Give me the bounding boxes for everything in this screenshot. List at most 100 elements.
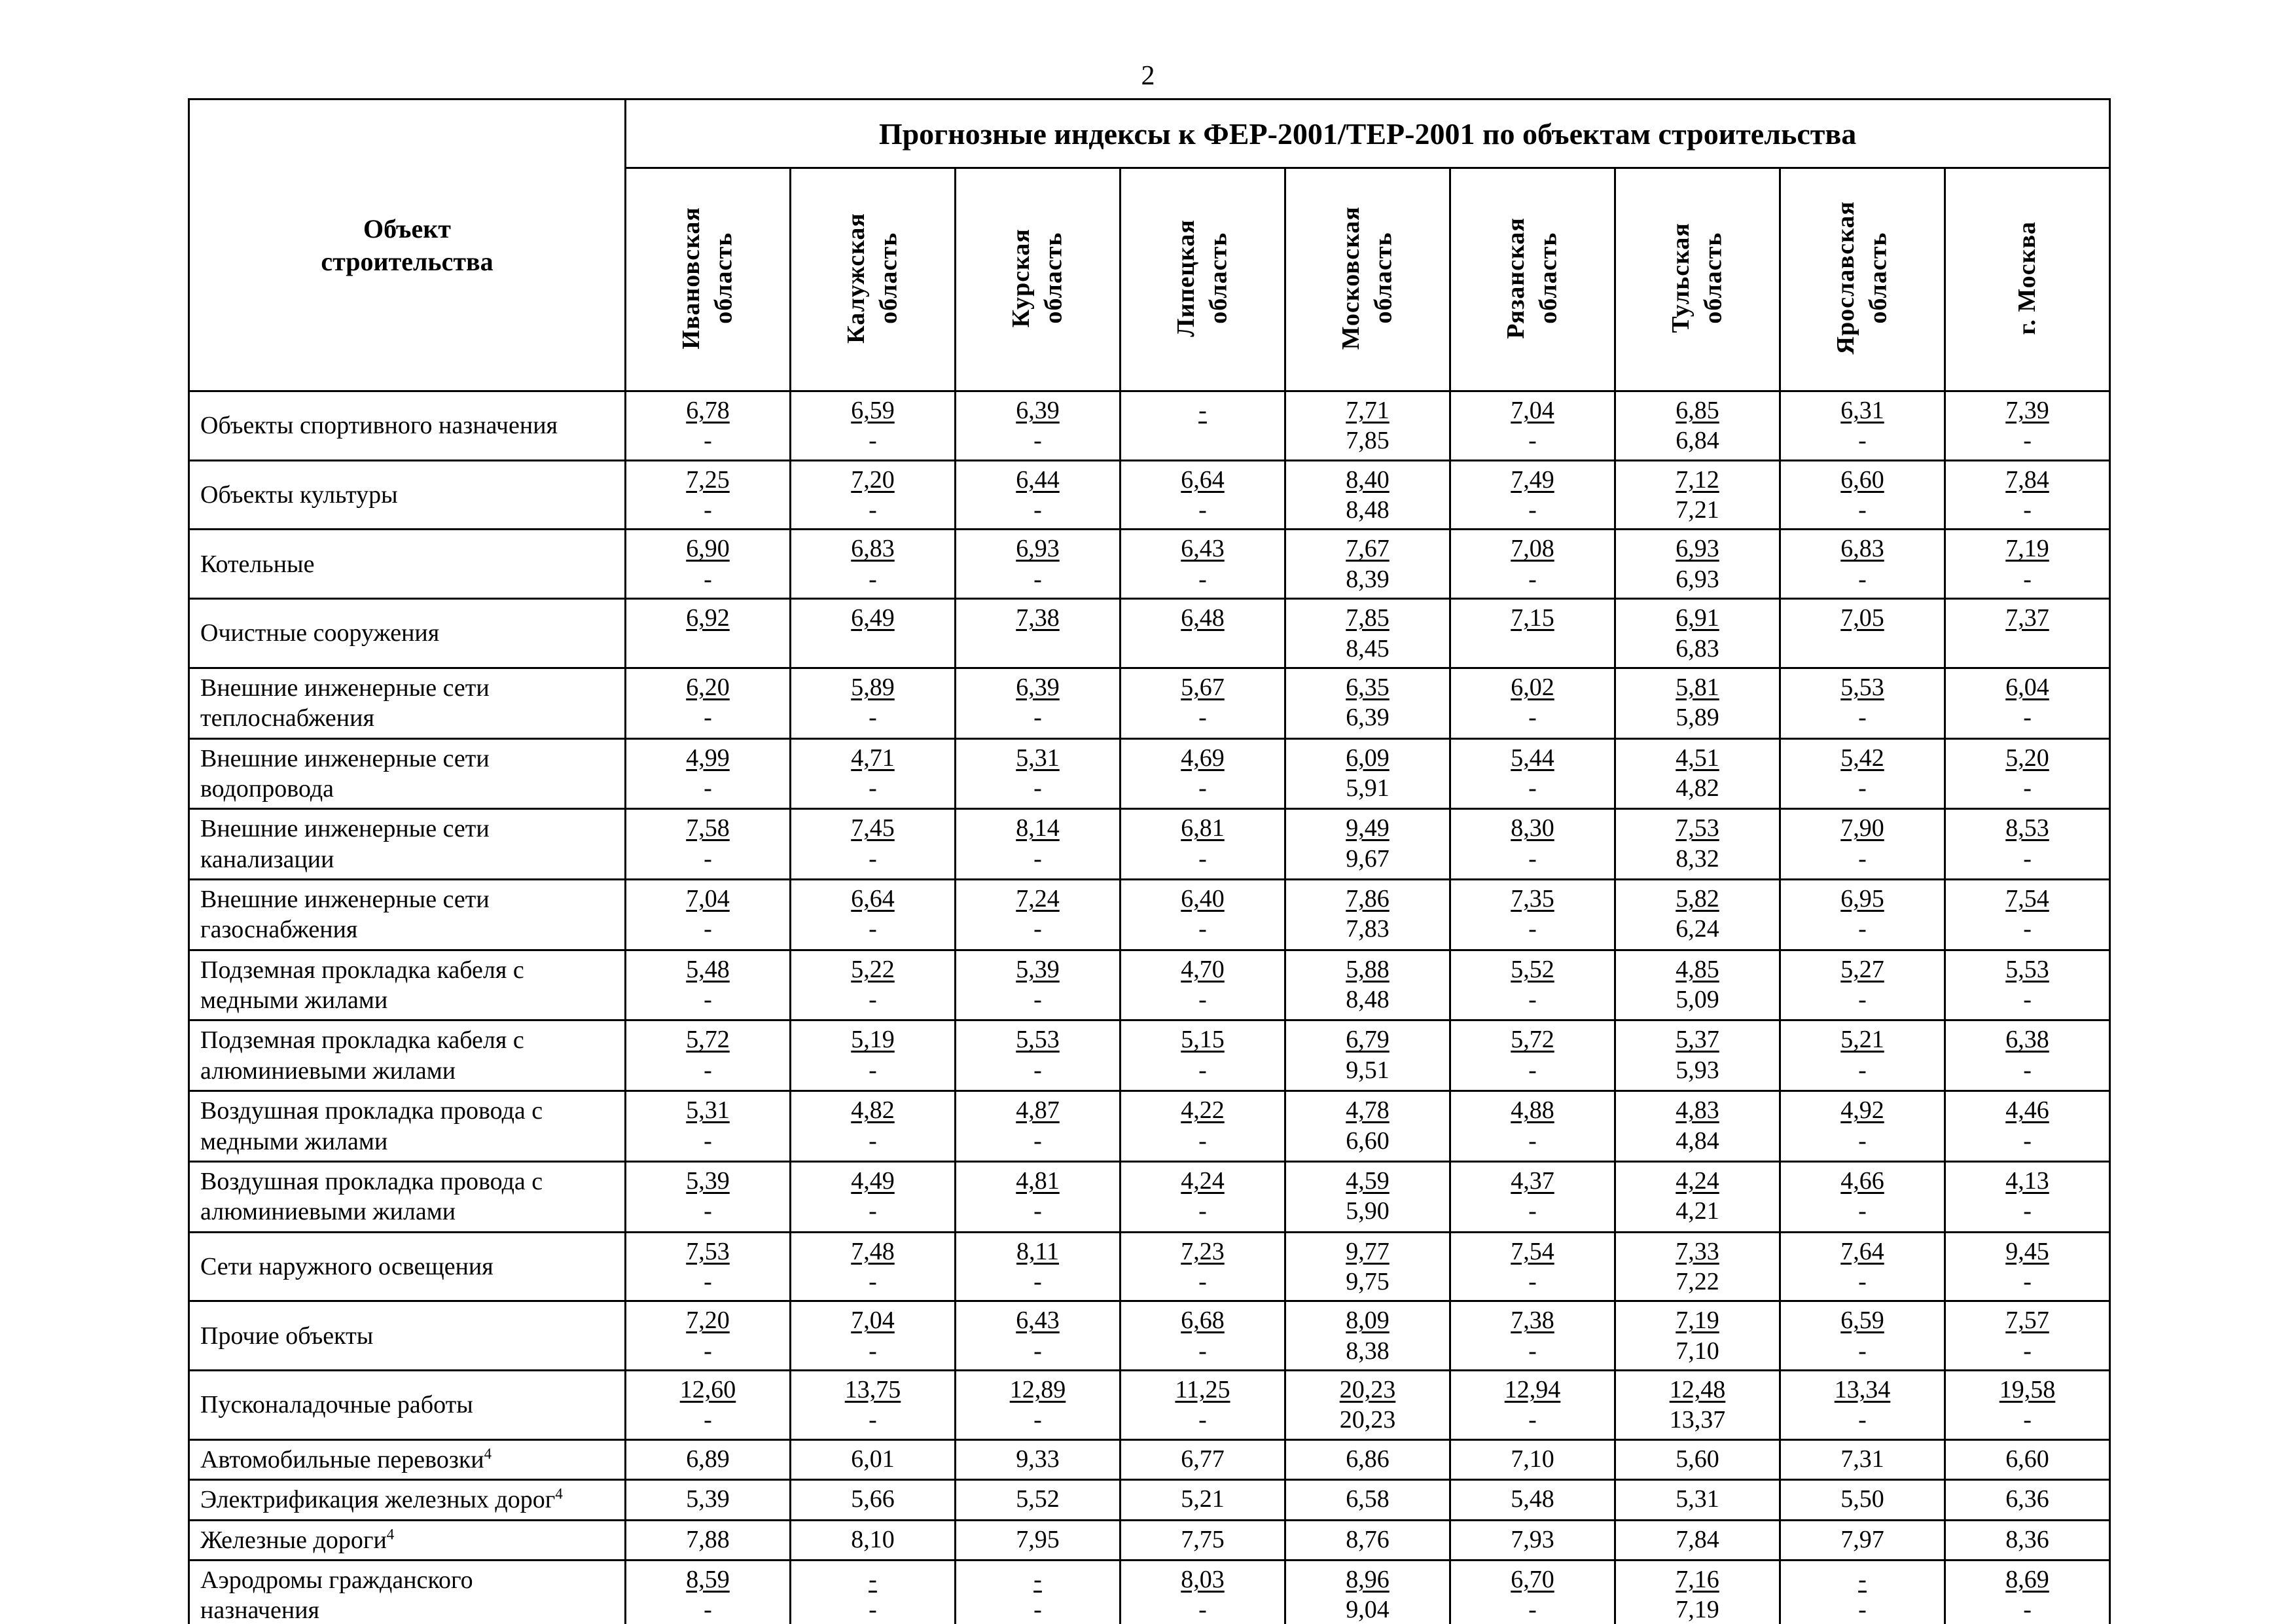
value-line: - [869,986,877,1014]
value-line: - [704,1406,712,1434]
value-cell: 8,10 [789,1519,956,1561]
value-line: - [2023,1056,2032,1084]
table-row: Автомобильные перевозки4 6,89 6,01 9,33 6,77… [188,1438,2111,1481]
value-line: 7,75 [1181,1525,1225,1553]
value-line: - [1033,1406,1042,1434]
value-line: - [2023,1197,2032,1225]
value-line: 4,24 [1676,1166,1719,1195]
value-line: 6,44 [1016,465,1060,494]
value-line: - [869,1197,877,1225]
value-line: 4,21 [1676,1197,1719,1225]
column-header-label: Калужская область [842,212,903,344]
value-line: 6,78 [686,397,730,424]
value-cell: 4,85 5,09 [1614,948,1781,1022]
column-header: г. Москва [1943,167,2111,392]
row-label: Котельные [188,528,626,600]
value-line: - [2023,1127,2032,1155]
value-line: 6,39 [1016,673,1060,701]
column-header-label: Ярославская область [1832,201,1892,355]
value-line: 7,04 [1511,397,1554,424]
value-line: - [704,565,712,593]
value-line: 5,67 [1181,673,1225,701]
value-line: 5,31 [1016,744,1060,772]
value-cell: 4,87- [954,1090,1121,1163]
value-cell: 4,46- [1943,1090,2111,1163]
value-line: 4,88 [1511,1096,1554,1125]
table-body: Объекты спортивного назначения 6,78-6,59-… [188,390,2111,1624]
value-line: 5,21 [1181,1485,1225,1513]
value-line: - [2023,774,2032,802]
value-line: 4,85 [1676,955,1719,983]
row-label-text: Объекты культуры [200,480,398,509]
value-cell: 8,76 [1284,1519,1451,1561]
value-cell: 5,31- [624,1090,791,1163]
value-line: - [1033,774,1042,802]
value-line: 7,38 [1511,1307,1554,1335]
value-line: - [1198,565,1207,593]
value-cell: - [1119,390,1286,461]
row-label-text: Аэродромы гражданского назначения [200,1566,473,1624]
row-label: Внешние инженерные сети канализации [188,808,626,881]
value-cell: -- [789,1559,956,1624]
value-cell: 6,59 - [789,390,956,461]
value-cell: 7,88 [624,1519,791,1561]
column-header: Курская область [954,167,1121,392]
value-line: 8,59 [686,1565,730,1593]
value-line: 7,85 [1346,427,1390,455]
table-row: Внешние инженерные сети газоснабжения 7,0… [188,878,2111,951]
value-cell: 5,31 [1614,1479,1781,1521]
value-line: 6,77 [1181,1445,1225,1473]
value-line: 6,64 [1181,465,1225,494]
value-line: 7,33 [1676,1237,1719,1265]
value-line: 4,82 [1676,774,1719,802]
value-line: - [2023,915,2032,943]
value-line: 5,39 [1016,955,1060,983]
value-cell: 11,25- [1119,1369,1286,1441]
value-cell: 4,59 5,90 [1284,1160,1451,1233]
value-line: 7,53 [1676,814,1719,842]
value-line: - [1033,1267,1042,1295]
value-cell: 6,44- [954,459,1121,531]
value-line: - [704,496,712,524]
value-line: 8,36 [2005,1525,2049,1553]
value-line: 8,53 [2005,814,2049,842]
value-line: - [1528,1596,1537,1624]
value-line: - [869,844,877,873]
value-cell: 5,52 - [1449,948,1616,1022]
value-cell: 4,83 4,84 [1614,1090,1781,1163]
value-cell: 6,60 [1943,1438,2111,1481]
row-label: Очистные сооружения [188,598,626,669]
value-cell: 5,67 - [1119,666,1286,740]
value-line: 6,01 [851,1445,895,1473]
value-line: 4,22 [1181,1096,1225,1125]
value-cell: 8,03 - [1119,1559,1286,1624]
value-line: 8,14 [1016,814,1060,842]
value-line: 7,10 [1676,1337,1719,1365]
value-cell: 19,58- [1943,1369,2111,1441]
value-line: 4,82 [851,1096,895,1125]
value-line: - [1033,704,1042,732]
value-line: - [1858,565,1867,593]
value-line: 6,81 [1181,814,1225,842]
row-label: Железные дороги4 [188,1519,626,1561]
value-line: - [1858,427,1867,455]
value-line: - [2023,1406,2032,1434]
value-line: - [2023,704,2032,732]
value-line: 5,66 [851,1485,895,1513]
value-cell: 7,85 8,45 [1284,598,1451,669]
column-header-label: Липецкая область [1172,219,1232,337]
value-line: - [1198,496,1207,524]
table-row: Пусконаладочные работы 12,60-13,75-12,89-… [188,1369,2111,1441]
value-line: 4,70 [1181,955,1225,983]
value-line: 4,59 [1346,1166,1390,1195]
value-cell: 8,14- [954,808,1121,881]
value-line: 12,94 [1504,1376,1561,1404]
value-line: 7,23 [1181,1237,1225,1265]
value-cell: 5,21 [1119,1479,1286,1521]
value-cell: 6,93- [954,528,1121,600]
row-label: Внешние инженерные сети водопровода [188,737,626,810]
value-line: 8,39 [1346,565,1390,593]
value-line: - [1198,1596,1207,1624]
value-line: - [704,774,712,802]
value-line: 5,19 [851,1026,895,1054]
